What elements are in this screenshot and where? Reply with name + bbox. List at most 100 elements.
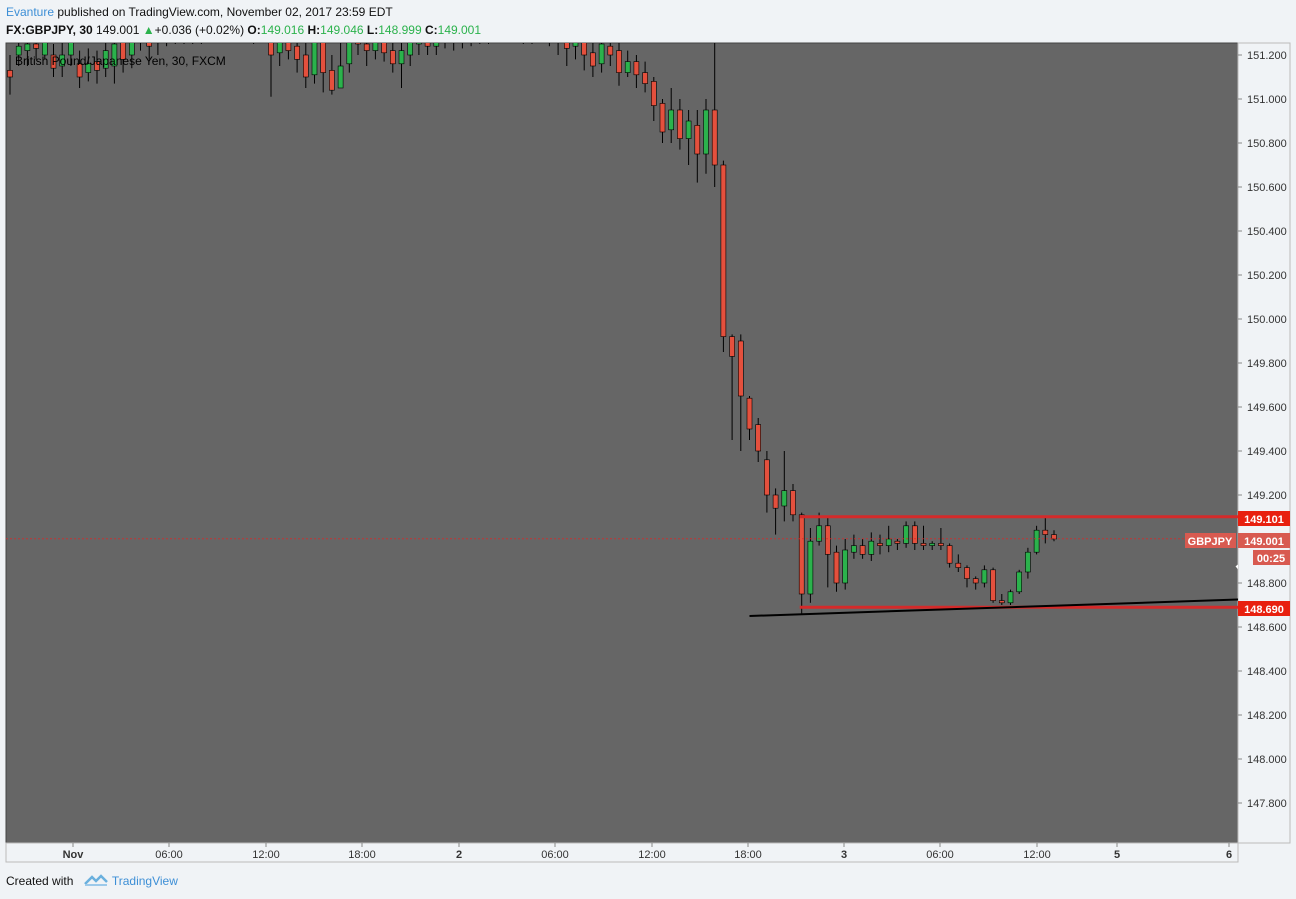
change-up-icon: ▲ bbox=[142, 23, 155, 37]
candle-body bbox=[755, 424, 762, 452]
y-tick-label: 148.400 bbox=[1247, 666, 1287, 678]
tradingview-logo-icon bbox=[83, 874, 108, 886]
candle-body bbox=[346, 43, 353, 65]
candle-body bbox=[311, 43, 318, 76]
candle-body bbox=[781, 490, 788, 507]
y-tick-label: 148.200 bbox=[1247, 710, 1287, 722]
candle-body bbox=[955, 562, 962, 568]
x-tick-label: 12:00 bbox=[252, 849, 280, 861]
y-tick-label: 150.800 bbox=[1247, 138, 1287, 150]
x-tick-label: 06:00 bbox=[541, 849, 569, 861]
price-change: +0.036 (+0.02%) bbox=[154, 23, 245, 37]
candle-body bbox=[538, 31, 543, 33]
x-tick-label: 2 bbox=[456, 849, 462, 861]
resistance-tag: 149.101 bbox=[1244, 514, 1284, 526]
y-tick-label: 149.200 bbox=[1247, 490, 1287, 502]
symbol-label[interactable]: FX:GBPJPY, 30 bbox=[6, 23, 93, 37]
candle-body bbox=[920, 543, 927, 546]
candle-body bbox=[650, 81, 657, 106]
candle-body bbox=[556, 37, 561, 41]
candle-body bbox=[833, 551, 840, 584]
candle-body bbox=[486, 33, 491, 35]
chart-title: British Pound/Japanese Yen, 30, FXCM bbox=[15, 54, 226, 68]
candle-body bbox=[990, 569, 996, 601]
candle-body bbox=[495, 29, 500, 36]
support-tag: 148.690 bbox=[1244, 604, 1284, 616]
candle-body bbox=[33, 43, 39, 49]
y-axis-ticks: 151.200 151.000 150.800 150.600 150.400 150.2… bbox=[1238, 50, 1287, 810]
x-tick-label: 12:00 bbox=[638, 849, 666, 861]
candle-body bbox=[1007, 591, 1014, 604]
candle-body bbox=[389, 50, 396, 65]
x-tick-label: 18:00 bbox=[348, 849, 376, 861]
candle-body bbox=[772, 494, 779, 509]
candle-body bbox=[659, 103, 666, 133]
candle-body bbox=[381, 43, 387, 54]
low-label: L: bbox=[366, 23, 379, 37]
x-axis-ticks: Nov 06:00 12:00 18:00 2 06:00 12:00 18:00 3 06:00… bbox=[63, 843, 1232, 861]
candle-body bbox=[729, 336, 735, 357]
candle-body bbox=[102, 50, 109, 69]
trend-line bbox=[749, 598, 1238, 617]
candle-body bbox=[703, 109, 709, 155]
candle-body bbox=[182, 33, 187, 37]
candle-body bbox=[938, 543, 944, 546]
candle-body bbox=[138, 29, 143, 38]
x-tick-label: 06:00 bbox=[926, 849, 954, 861]
candle-body bbox=[1042, 529, 1049, 535]
support-tag-bg bbox=[1238, 601, 1290, 616]
y-tick-label: 151.000 bbox=[1247, 94, 1287, 106]
y-tick-label: 150.400 bbox=[1247, 226, 1287, 238]
candle-body bbox=[120, 43, 126, 60]
y-tick-label: 149.400 bbox=[1247, 446, 1287, 458]
candle-body bbox=[677, 109, 683, 139]
candle-body bbox=[816, 525, 822, 542]
candle-body bbox=[242, 29, 247, 33]
x-tick-label: 18:00 bbox=[734, 849, 762, 861]
y-tick-label: 148.000 bbox=[1247, 754, 1287, 766]
ohlc-bar: FX:GBPJPY, 30 149.001 ▲+0.036 (+0.02%) O… bbox=[6, 21, 481, 39]
countdown-tag: 00:25 bbox=[1257, 553, 1285, 565]
candle-body bbox=[711, 109, 718, 166]
candle-body bbox=[616, 50, 622, 73]
candle-body bbox=[416, 43, 422, 45]
candle-body bbox=[59, 54, 66, 67]
candle-body bbox=[329, 70, 335, 91]
last-price: 149.001 bbox=[96, 23, 140, 37]
plot-area[interactable] bbox=[5, 42, 1239, 844]
candle-body bbox=[521, 31, 526, 35]
x-tick-label: 6 bbox=[1226, 849, 1232, 861]
candle-body bbox=[720, 164, 727, 337]
candle-body bbox=[746, 397, 753, 430]
low-value: 148.999 bbox=[378, 23, 422, 37]
candle-body bbox=[859, 545, 866, 555]
tradingview-link[interactable]: TradingView bbox=[111, 874, 178, 888]
candle-body bbox=[234, 31, 239, 33]
candle-body bbox=[363, 43, 370, 51]
candle-body bbox=[443, 33, 448, 37]
y-tick-label: 150.000 bbox=[1247, 314, 1287, 326]
price-chart[interactable]: 151.200 151.000 150.800 150.600 150.400 150.2… bbox=[0, 0, 1296, 870]
open-value: 149.016 bbox=[260, 23, 305, 37]
candle-body bbox=[285, 43, 292, 51]
candle-body bbox=[503, 31, 508, 33]
candle-body bbox=[903, 525, 909, 544]
x-tick-label: 06:00 bbox=[155, 849, 183, 861]
candle-body bbox=[216, 31, 221, 33]
author-link[interactable]: Evanture bbox=[6, 5, 55, 19]
drawings[interactable] bbox=[6, 515, 1296, 706]
candle-body bbox=[790, 490, 796, 516]
candle-body bbox=[164, 33, 169, 37]
price-axis[interactable] bbox=[1237, 42, 1291, 844]
footer: Created with TradingView bbox=[6, 872, 178, 890]
time-axis[interactable] bbox=[5, 842, 1239, 863]
candle-body bbox=[111, 43, 118, 67]
y-tick-label: 150.200 bbox=[1247, 270, 1287, 282]
current-tag-bg bbox=[1238, 533, 1290, 548]
publisher-header: Evanture published on TradingView.com, N… bbox=[6, 3, 393, 21]
close-label: C: bbox=[424, 23, 438, 37]
y-tick-label: 148.600 bbox=[1247, 622, 1287, 634]
candle-body bbox=[911, 525, 918, 544]
candle-body bbox=[737, 340, 744, 397]
price-tags: 149.101 GBPJPY 149.001 00:25 148.690 bbox=[1185, 511, 1290, 616]
